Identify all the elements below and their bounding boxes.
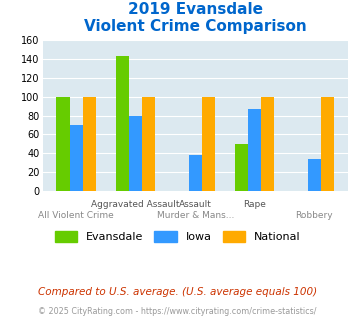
Bar bbox=[189, 155, 202, 191]
Bar bbox=[235, 144, 248, 191]
Text: All Violent Crime: All Violent Crime bbox=[38, 211, 114, 220]
Text: Assault: Assault bbox=[179, 200, 212, 209]
Bar bbox=[308, 159, 321, 191]
Bar bbox=[321, 96, 334, 191]
Bar bbox=[129, 115, 142, 191]
Text: Compared to U.S. average. (U.S. average equals 100): Compared to U.S. average. (U.S. average … bbox=[38, 287, 317, 297]
Bar bbox=[248, 109, 261, 191]
Text: Aggravated Assault: Aggravated Assault bbox=[92, 200, 180, 209]
Bar bbox=[70, 125, 83, 191]
Text: Rape: Rape bbox=[244, 200, 266, 209]
Title: 2019 Evansdale
Violent Crime Comparison: 2019 Evansdale Violent Crime Comparison bbox=[84, 2, 307, 34]
Text: Murder & Mans...: Murder & Mans... bbox=[157, 211, 234, 220]
Bar bbox=[116, 56, 129, 191]
Text: Robbery: Robbery bbox=[296, 211, 333, 220]
Bar bbox=[83, 96, 96, 191]
Bar bbox=[142, 96, 155, 191]
Bar bbox=[202, 96, 215, 191]
Legend: Evansdale, Iowa, National: Evansdale, Iowa, National bbox=[50, 227, 305, 247]
Text: © 2025 CityRating.com - https://www.cityrating.com/crime-statistics/: © 2025 CityRating.com - https://www.city… bbox=[38, 307, 317, 316]
Bar bbox=[56, 96, 70, 191]
Bar bbox=[261, 96, 274, 191]
